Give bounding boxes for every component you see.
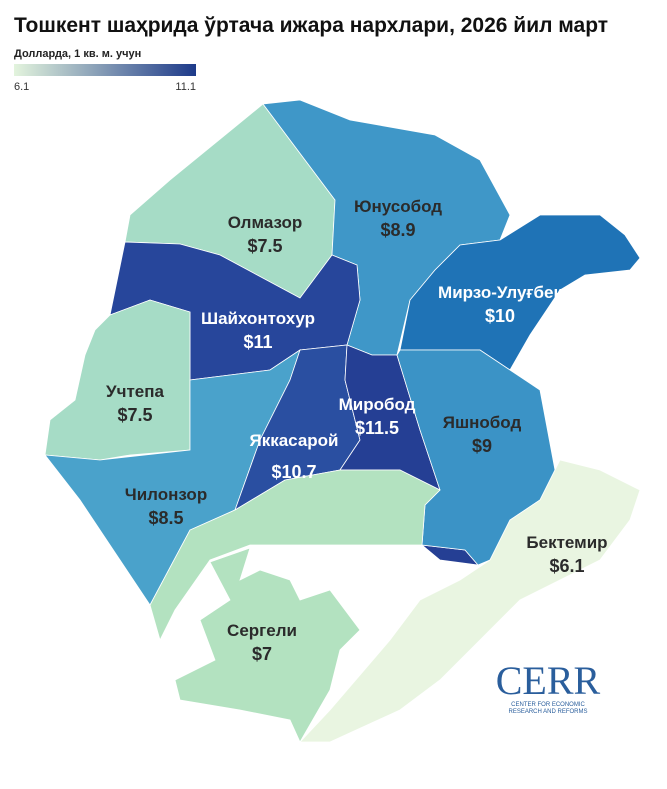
legend-bar — [14, 64, 196, 76]
district-name: Чилонзор — [125, 485, 207, 504]
logo-tagline: RESEARCH AND REFORMS — [508, 709, 587, 715]
legend-max: 11.1 — [175, 81, 196, 93]
district-value: $11.5 — [355, 418, 399, 438]
district-value: $7.5 — [117, 405, 152, 425]
district-name: Шайхонтохур — [201, 309, 315, 328]
district-value: $6.1 — [549, 556, 584, 576]
district-value: $9 — [472, 436, 492, 456]
district-name: Яшнобод — [443, 413, 522, 432]
district-value: $8.9 — [380, 220, 415, 240]
district-name: Сергели — [227, 621, 297, 640]
district-value: $11 — [243, 332, 272, 352]
district-value: $7 — [252, 644, 272, 664]
district-name: Учтепа — [106, 382, 164, 401]
district-name: Яккасарой — [249, 431, 338, 450]
legend-title: Долларда, 1 кв. м. учун — [14, 48, 141, 60]
legend-min: 6.1 — [14, 81, 29, 93]
district-name: Юнусобод — [354, 197, 442, 216]
district-value: $7.5 — [247, 236, 282, 256]
district-name: Бектемир — [526, 533, 607, 552]
district-name: Мирзо-Улуғбек — [438, 283, 562, 302]
title: Тошкент шаҳрида ўртача ижара нархлари, 2… — [14, 14, 608, 37]
district-value: $10 — [485, 306, 515, 326]
logo-tagline: CENTER FOR ECONOMIC — [511, 702, 585, 708]
district — [149, 469, 441, 743]
district — [44, 299, 191, 461]
district-value: $10.7 — [271, 462, 316, 482]
district-value: $8.5 — [148, 508, 183, 528]
district — [299, 459, 641, 743]
district — [399, 214, 641, 371]
district-name: Олмазор — [228, 213, 303, 232]
district-name: Миробод — [339, 395, 416, 414]
logo-name: CERR — [496, 658, 601, 703]
